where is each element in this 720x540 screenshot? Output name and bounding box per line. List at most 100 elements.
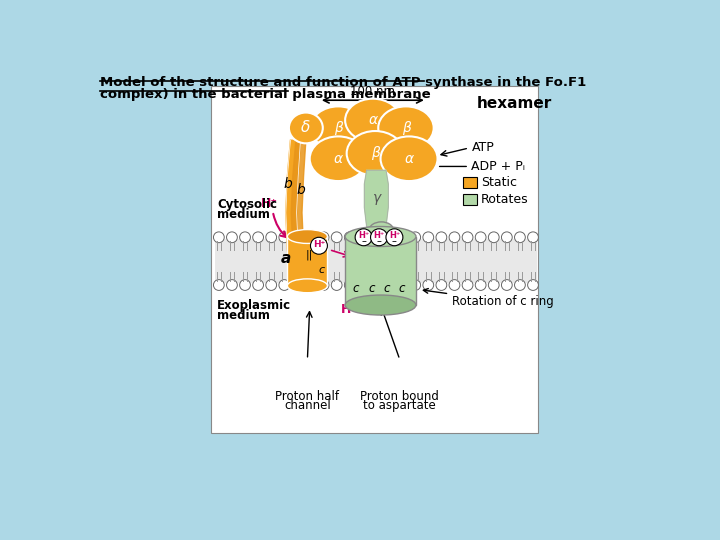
Circle shape — [355, 229, 372, 246]
Circle shape — [423, 280, 433, 291]
Circle shape — [501, 280, 512, 291]
Text: c: c — [399, 281, 405, 295]
Text: –: – — [377, 236, 382, 246]
Text: b: b — [297, 183, 305, 197]
Ellipse shape — [346, 131, 404, 176]
Circle shape — [384, 232, 395, 242]
Circle shape — [266, 232, 276, 242]
Bar — [345, 237, 416, 305]
Circle shape — [528, 232, 539, 242]
Text: ADP + Pᵢ: ADP + Pᵢ — [472, 160, 526, 173]
Circle shape — [423, 232, 433, 242]
Circle shape — [475, 280, 486, 291]
Text: –: – — [392, 236, 397, 246]
Text: H⁺: H⁺ — [358, 231, 369, 240]
Circle shape — [357, 232, 368, 242]
Circle shape — [331, 280, 342, 291]
Text: Rotation of ᴄ ring: Rotation of ᴄ ring — [423, 288, 554, 308]
Ellipse shape — [345, 226, 416, 247]
Text: γ: γ — [372, 191, 381, 205]
Circle shape — [488, 232, 499, 242]
Text: channel: channel — [284, 399, 330, 412]
Circle shape — [501, 232, 512, 242]
Circle shape — [515, 232, 526, 242]
Text: H⁺: H⁺ — [389, 231, 400, 240]
Text: α: α — [333, 152, 343, 166]
Bar — [211, 86, 539, 433]
Circle shape — [305, 280, 316, 291]
Circle shape — [357, 280, 368, 291]
Circle shape — [213, 232, 224, 242]
Text: H⁺: H⁺ — [261, 197, 278, 210]
Circle shape — [449, 232, 460, 242]
Ellipse shape — [289, 112, 323, 143]
Text: H⁺: H⁺ — [341, 303, 359, 316]
Circle shape — [462, 232, 473, 242]
Text: ||: || — [305, 249, 312, 260]
Ellipse shape — [287, 230, 328, 244]
Circle shape — [449, 280, 460, 291]
Ellipse shape — [369, 222, 394, 239]
Circle shape — [397, 280, 408, 291]
Text: H⁺: H⁺ — [312, 240, 325, 249]
Text: c: c — [384, 281, 390, 295]
Text: α: α — [369, 113, 377, 127]
Polygon shape — [291, 140, 307, 274]
Text: H⁺: H⁺ — [374, 231, 384, 240]
Text: Cytosolic: Cytosolic — [217, 198, 277, 212]
Text: a: a — [281, 251, 291, 266]
Text: b: b — [283, 177, 292, 191]
Circle shape — [410, 232, 420, 242]
Circle shape — [344, 280, 355, 291]
Text: Static: Static — [481, 176, 517, 189]
Circle shape — [266, 280, 276, 291]
Circle shape — [292, 232, 303, 242]
Text: Proton half: Proton half — [275, 390, 339, 403]
Circle shape — [227, 280, 238, 291]
Circle shape — [227, 232, 238, 242]
Text: Exoplasmic: Exoplasmic — [217, 299, 292, 312]
Circle shape — [279, 232, 289, 242]
Circle shape — [528, 280, 539, 291]
Text: c: c — [353, 281, 359, 295]
Bar — [215, 239, 537, 284]
Circle shape — [436, 280, 447, 291]
Bar — [463, 194, 477, 205]
Text: ATP: ATP — [472, 141, 494, 154]
Text: β: β — [371, 146, 379, 160]
Text: ε: ε — [378, 224, 384, 237]
Bar — [463, 177, 477, 188]
Text: c: c — [368, 281, 374, 295]
Text: hexamer: hexamer — [477, 96, 552, 111]
Circle shape — [318, 232, 329, 242]
Polygon shape — [364, 170, 388, 226]
Text: Model of the structure and function of ATP synthase in the Fo.F1: Model of the structure and function of A… — [99, 76, 586, 89]
Circle shape — [240, 280, 251, 291]
Circle shape — [515, 280, 526, 291]
Circle shape — [318, 280, 329, 291]
Circle shape — [475, 232, 486, 242]
Circle shape — [462, 280, 473, 291]
Text: 100 nm: 100 nm — [351, 85, 395, 98]
Text: to aspartate: to aspartate — [364, 399, 436, 412]
Text: c: c — [318, 265, 324, 275]
Circle shape — [253, 280, 264, 291]
Circle shape — [305, 232, 316, 242]
Circle shape — [331, 232, 342, 242]
Text: complex) in the bacterial plasma membrane: complex) in the bacterial plasma membran… — [99, 88, 430, 101]
Ellipse shape — [287, 279, 328, 293]
Circle shape — [384, 280, 395, 291]
Circle shape — [292, 280, 303, 291]
Circle shape — [279, 280, 289, 291]
Circle shape — [371, 229, 387, 246]
Circle shape — [240, 232, 251, 242]
Bar — [287, 237, 328, 286]
Ellipse shape — [345, 295, 416, 315]
Text: Rotates: Rotates — [481, 193, 528, 206]
Text: –: – — [361, 236, 366, 246]
Circle shape — [371, 232, 382, 242]
Text: medium: medium — [217, 308, 270, 321]
Circle shape — [436, 232, 447, 242]
Text: α: α — [405, 152, 413, 166]
Circle shape — [371, 280, 382, 291]
